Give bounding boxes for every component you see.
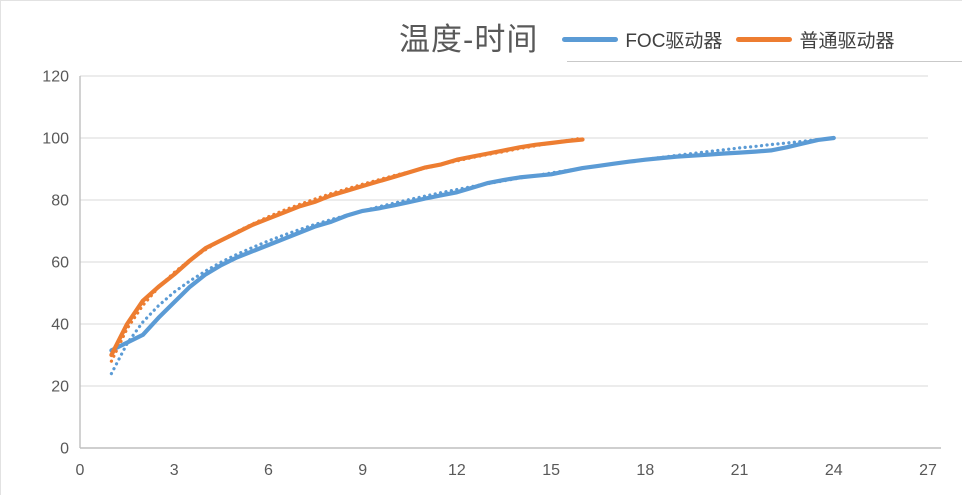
legend-label: 普通驱动器 bbox=[799, 30, 895, 52]
svg-text:20: 20 bbox=[51, 379, 69, 396]
legend-label: FOC驱动器 bbox=[625, 30, 723, 52]
chart-title: 温度-时间 bbox=[399, 21, 539, 57]
svg-text:21: 21 bbox=[731, 462, 749, 479]
svg-text:12: 12 bbox=[448, 462, 466, 479]
svg-text:3: 3 bbox=[170, 462, 179, 479]
svg-text:120: 120 bbox=[42, 69, 69, 86]
svg-text:9: 9 bbox=[358, 462, 367, 479]
legend: FOC驱动器 普通驱动器 bbox=[548, 26, 894, 53]
svg-text:24: 24 bbox=[825, 462, 843, 479]
legend-line-swatch bbox=[562, 36, 619, 42]
legend-underline bbox=[567, 61, 962, 62]
svg-text:0: 0 bbox=[60, 441, 69, 458]
legend-item-putong: 普通驱动器 bbox=[736, 26, 894, 53]
legend-line-swatch bbox=[736, 36, 793, 42]
svg-text:60: 60 bbox=[51, 255, 69, 272]
svg-text:15: 15 bbox=[542, 462, 560, 479]
svg-text:27: 27 bbox=[919, 462, 937, 479]
svg-text:18: 18 bbox=[636, 462, 654, 479]
svg-text:6: 6 bbox=[264, 462, 273, 479]
svg-text:0: 0 bbox=[76, 462, 85, 479]
svg-text:100: 100 bbox=[42, 131, 69, 148]
svg-text:80: 80 bbox=[51, 193, 69, 210]
svg-text:40: 40 bbox=[51, 317, 69, 334]
chart-header: 温度-时间 FOC驱动器 普通驱动器 bbox=[399, 17, 894, 61]
legend-item-foc: FOC驱动器 bbox=[562, 26, 722, 53]
